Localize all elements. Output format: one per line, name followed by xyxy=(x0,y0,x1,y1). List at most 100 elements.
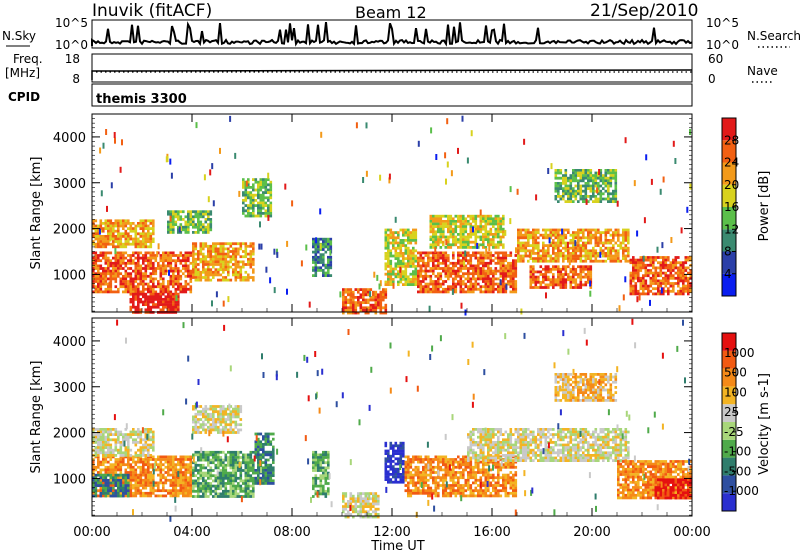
heatmap-cell xyxy=(124,256,128,260)
heatmap-cell xyxy=(444,290,448,294)
heatmap-cell xyxy=(542,259,545,263)
heatmap-cell xyxy=(364,290,368,294)
heatmap-cell xyxy=(167,468,170,472)
heatmap-cell xyxy=(259,206,263,210)
heatmap-cell xyxy=(177,287,180,291)
heatmap-cell xyxy=(147,443,150,447)
heatmap-cell xyxy=(124,232,128,236)
heatmap-cell xyxy=(167,458,170,461)
heatmap-cell xyxy=(112,494,115,498)
heatmap-cell xyxy=(524,254,528,258)
heatmap-cell xyxy=(502,272,505,276)
heatmap-cell xyxy=(127,478,130,482)
heatmap-cell xyxy=(509,272,513,276)
heatmap-cell xyxy=(622,228,625,232)
heatmap-cell xyxy=(139,471,143,474)
heatmap-cell xyxy=(419,251,423,255)
heatmap-cell xyxy=(572,233,575,237)
heatmap-cell xyxy=(142,242,145,246)
heatmap-cell xyxy=(162,280,165,283)
heatmap-cell xyxy=(559,182,563,185)
heatmap-cell xyxy=(587,273,590,276)
heatmap-cell xyxy=(322,253,325,257)
heatmap-cell xyxy=(117,489,120,493)
heatmap-cell xyxy=(469,222,473,226)
heatmap-cell xyxy=(454,222,458,226)
heatmap-cell xyxy=(609,184,613,188)
heatmap-cell xyxy=(579,236,583,240)
heatmap-cell xyxy=(689,271,693,275)
heatmap-cell xyxy=(557,182,560,185)
heatmap-cell xyxy=(212,242,215,246)
heatmap-cell xyxy=(342,306,345,310)
heatmap-cell xyxy=(462,251,465,255)
heatmap-cell xyxy=(124,224,128,228)
heatmap-cell xyxy=(149,272,153,276)
heatmap-cell xyxy=(244,270,248,274)
heatmap-cell xyxy=(389,252,393,255)
heatmap-cell xyxy=(557,267,560,271)
heatmap-cell xyxy=(174,476,178,480)
heatmap-cell xyxy=(454,214,458,218)
heatmap-cell xyxy=(642,292,645,296)
heatmap-cell xyxy=(267,204,270,207)
heatmap-cell xyxy=(584,249,588,253)
heatmap-cell xyxy=(102,274,105,278)
heatmap-cell xyxy=(169,277,173,281)
heatmap-cell xyxy=(684,266,688,270)
heatmap-cell xyxy=(477,282,480,286)
velocity-heatmap-cells xyxy=(92,318,693,522)
heatmap-cell xyxy=(187,220,190,224)
heatmap-cell xyxy=(387,278,390,281)
heatmap-cell xyxy=(534,270,538,274)
heatmap-cell xyxy=(579,171,583,175)
heatmap-cell xyxy=(428,305,431,312)
heatmap-cell xyxy=(92,486,95,490)
heatmap-cell xyxy=(172,489,175,493)
heatmap-cell xyxy=(194,252,198,256)
heatmap-cell xyxy=(479,290,483,294)
heatmap-cell xyxy=(147,224,150,228)
heatmap-cell xyxy=(239,273,243,277)
heatmap-cell xyxy=(139,458,143,461)
heatmap-cell xyxy=(184,215,188,219)
heatmap-cell xyxy=(112,227,115,230)
colorbar-tick-label: 28 xyxy=(724,133,739,147)
heatmap-cell xyxy=(117,261,120,265)
heatmap-cell xyxy=(407,262,410,266)
heatmap-cell xyxy=(207,270,210,274)
heatmap-cell xyxy=(227,242,230,246)
heatmap-cell xyxy=(122,261,125,265)
heatmap-cell xyxy=(197,231,200,234)
heatmap-cell xyxy=(392,244,395,247)
heatmap-cell xyxy=(474,256,478,260)
heatmap-cell xyxy=(409,241,413,245)
heatmap-cell xyxy=(134,251,138,255)
heatmap-cell xyxy=(144,251,148,255)
heatmap-cell xyxy=(514,280,518,283)
heatmap-cell xyxy=(607,246,610,250)
heatmap-cell xyxy=(102,240,105,243)
heatmap-cell xyxy=(499,256,503,260)
heatmap-cell xyxy=(562,182,565,185)
heatmap-cell xyxy=(114,441,118,444)
heatmap-cell xyxy=(177,460,180,464)
heatmap-cell xyxy=(412,246,415,250)
heatmap-cell xyxy=(544,236,548,240)
heatmap-cell xyxy=(119,259,123,263)
heatmap-cell xyxy=(97,232,100,236)
heatmap-cell xyxy=(492,235,495,239)
heatmap-cell xyxy=(204,242,208,246)
heatmap-cell xyxy=(449,220,453,223)
heatmap-cell xyxy=(132,305,135,309)
heatmap-cell xyxy=(259,199,263,202)
heatmap-cell xyxy=(247,180,250,184)
heatmap-cell xyxy=(319,269,323,272)
heatmap-cell xyxy=(102,282,105,286)
heatmap-cell xyxy=(149,484,153,487)
heatmap-cell xyxy=(632,276,635,280)
heatmap-cell xyxy=(199,270,203,274)
heatmap-cell xyxy=(117,235,120,238)
heatmap-cell xyxy=(147,458,150,461)
heatmap-cell xyxy=(202,260,205,264)
